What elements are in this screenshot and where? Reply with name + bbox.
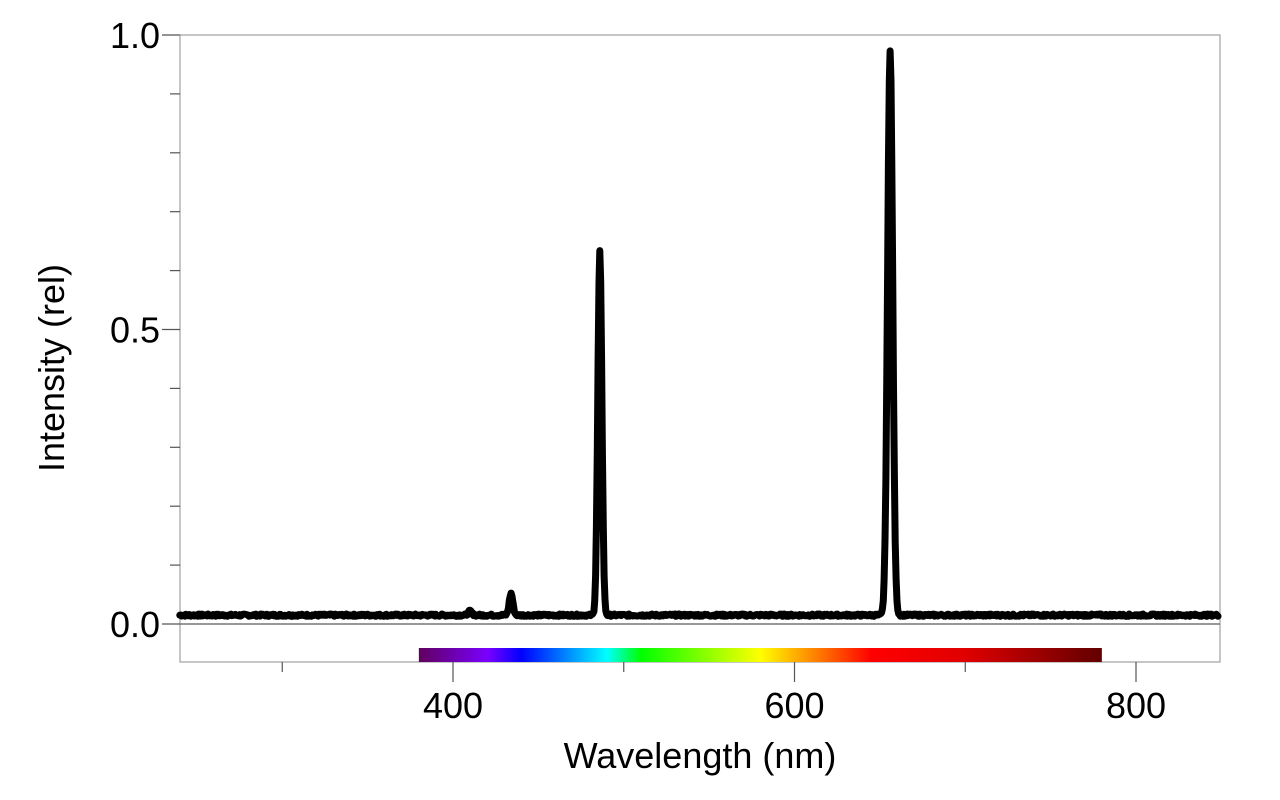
x-tick-label: 400 <box>423 685 483 726</box>
y-tick-label: 1.0 <box>110 15 160 56</box>
visible-spectrum-bar <box>418 648 1102 662</box>
y-tick-label: 0.5 <box>110 310 160 351</box>
y-tick-label: 0.0 <box>110 604 160 645</box>
x-tick-label: 600 <box>764 685 824 726</box>
y-axis-title: Intensity (rel) <box>31 264 72 472</box>
plot-frame <box>179 34 1221 663</box>
plot-border <box>179 34 1221 663</box>
spectrum-line <box>176 47 1222 620</box>
y-axis: 0.0 0.5 1.0 <box>110 15 180 645</box>
x-tick-label: 800 <box>1106 685 1166 726</box>
x-axis: 400 600 800 <box>281 662 1166 726</box>
x-axis-title: Wavelength (nm) <box>564 735 837 776</box>
